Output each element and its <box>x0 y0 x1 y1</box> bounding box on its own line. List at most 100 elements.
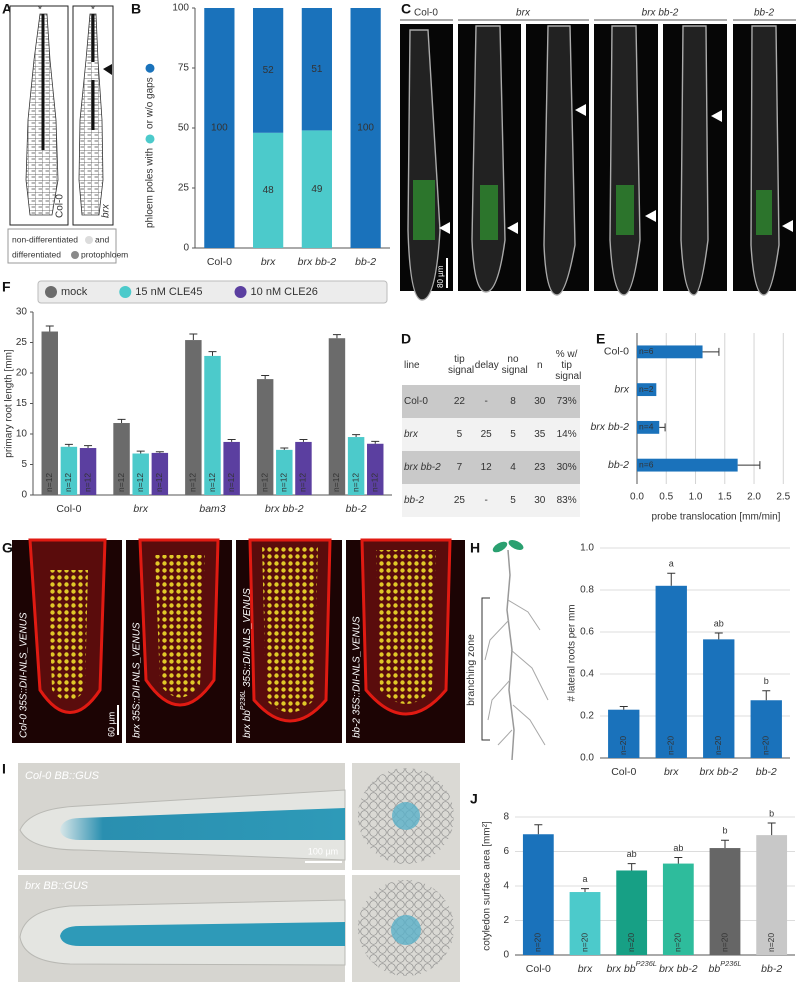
y-tick-label: 0 <box>503 950 509 961</box>
error-bar <box>659 423 666 432</box>
panel-letter: G <box>2 540 13 556</box>
legend-label: 10 nM CLE26 <box>251 286 318 298</box>
nuclei <box>48 570 88 701</box>
n-label: n=12 <box>369 473 379 492</box>
category-label: Col-0 <box>611 766 636 778</box>
bar <box>185 340 202 495</box>
error-bar <box>155 451 164 453</box>
legend-swatch <box>234 286 247 298</box>
category-label: brx <box>261 256 276 268</box>
error-bar <box>581 888 589 893</box>
n-label: n=20 <box>533 933 543 952</box>
category-label: Col-0 <box>56 503 81 515</box>
category-label: bb-2 <box>761 963 782 975</box>
table-cell: 30 <box>526 484 554 517</box>
error-bar <box>117 418 126 424</box>
bar <box>703 639 735 758</box>
cotyledon <box>508 540 524 550</box>
label: brx 35S::DII-NLS_VENUS <box>132 622 143 738</box>
n-label: n=20 <box>618 736 628 755</box>
error-bar <box>721 839 729 849</box>
legend-label: mock <box>61 286 88 298</box>
value-label: 100 <box>211 123 228 134</box>
label: brx <box>516 8 531 19</box>
n-label: n=12 <box>82 473 92 492</box>
error-bar <box>136 450 145 454</box>
arrowhead <box>439 222 450 234</box>
significance-letter: ab <box>714 618 724 628</box>
bar <box>301 130 332 248</box>
y-tick-label: 0 <box>21 490 27 501</box>
arrowhead <box>575 104 586 116</box>
y-tick-label: 10 <box>16 429 28 440</box>
n-label: n=4 <box>639 422 654 432</box>
n-label: n=12 <box>44 473 54 492</box>
table-cell: 25 <box>446 484 473 517</box>
bar <box>637 458 738 472</box>
label: brx bbP236L 35S::DII-NLS_VENUS <box>240 588 252 738</box>
y-axis-label: # lateral roots per mm <box>567 604 578 701</box>
n-label: n=20 <box>719 933 729 952</box>
legend-box <box>37 280 388 304</box>
nuclei <box>48 545 436 713</box>
y-tick-label: 5 <box>21 459 27 470</box>
bar <box>347 437 365 495</box>
significance-letter: b <box>769 808 774 818</box>
table-row: Col-0 22-8 30 73% <box>402 385 580 418</box>
category-label: brx bb-2 <box>298 256 337 268</box>
bar <box>637 345 703 359</box>
y-axis-label: cotyledon surface area [mm²] <box>482 821 493 951</box>
error-bar <box>667 572 676 586</box>
category-label: brx <box>614 383 629 395</box>
error-bar <box>714 632 723 640</box>
table-row: brx 5 25 5 35 14% <box>402 418 580 451</box>
bar <box>350 8 381 248</box>
label: bb-2 <box>754 8 774 19</box>
bar <box>637 420 660 434</box>
table-cell: 7 <box>446 451 473 484</box>
y-tick-label: 25 <box>16 337 28 348</box>
nuclei <box>376 550 436 704</box>
y-tick-label: 30 <box>16 307 28 318</box>
y-tick-label: 0.4 <box>580 669 594 680</box>
table-row: bb-2 25-5 30 83% <box>402 484 580 517</box>
value-label: 100 <box>357 123 374 134</box>
bar <box>367 443 384 495</box>
superscript: P236L <box>720 959 741 968</box>
label: brx bb-2 <box>642 8 679 19</box>
n-label: n=20 <box>761 736 771 755</box>
bar <box>616 870 648 955</box>
bar <box>637 383 657 397</box>
n-label: n=12 <box>226 473 236 492</box>
table-cell: - <box>472 385 500 418</box>
significance-letter: a <box>669 559 674 569</box>
header-cell: % w/ tip signal <box>553 345 581 385</box>
error-bar <box>84 445 93 449</box>
label: bb-2 35S::DII-NLS_VENUS <box>352 616 363 738</box>
error-bar <box>737 461 761 470</box>
bar <box>253 8 284 133</box>
error-bar <box>702 347 720 356</box>
y-tick-label: 6 <box>503 846 509 857</box>
scale-bar-label: 80 µm <box>436 265 445 288</box>
y-tick-label: 100 <box>172 3 189 14</box>
header-cell: delay <box>472 345 500 385</box>
error-bar <box>534 824 543 835</box>
error-bar <box>674 857 683 864</box>
bar <box>60 446 78 495</box>
category-label: brx <box>578 963 593 975</box>
label: brx BB::GUS <box>25 880 89 892</box>
bar <box>256 379 274 495</box>
arrowhead <box>711 110 722 122</box>
panel-c: 80 µm Col-0 brx brx bb-2 bb-2 <box>400 8 796 301</box>
bar <box>41 331 58 495</box>
panel-letter: C <box>401 1 411 17</box>
category-label: Col-0 <box>604 346 629 358</box>
panel-letter: I <box>2 761 6 777</box>
x-tick-label: 2.5 <box>776 492 790 503</box>
error-bar <box>762 690 771 701</box>
panel-letter: A <box>2 1 12 17</box>
arrowhead <box>103 64 112 75</box>
table-cell: brx <box>402 418 446 451</box>
